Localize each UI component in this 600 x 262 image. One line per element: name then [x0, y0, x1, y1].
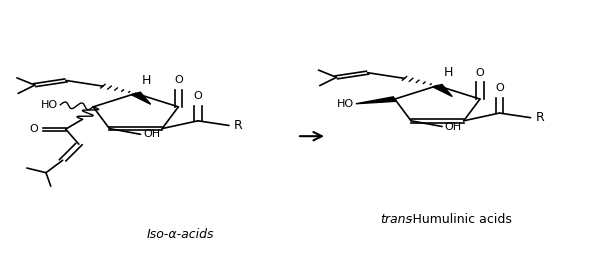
Text: HO: HO — [337, 99, 353, 109]
Text: O: O — [194, 91, 202, 101]
Text: trans: trans — [380, 213, 413, 226]
Text: O: O — [476, 68, 484, 78]
Polygon shape — [131, 92, 151, 104]
Text: OH: OH — [143, 129, 160, 139]
Text: H: H — [142, 74, 151, 87]
Text: O: O — [174, 75, 183, 85]
Text: R: R — [234, 119, 242, 132]
Text: O: O — [495, 83, 504, 93]
Polygon shape — [356, 97, 396, 104]
Text: H: H — [443, 66, 453, 79]
Text: R: R — [535, 111, 544, 124]
Text: OH: OH — [445, 122, 461, 132]
Text: HO: HO — [41, 100, 58, 110]
Polygon shape — [433, 84, 452, 96]
Text: Iso-α-acids: Iso-α-acids — [147, 228, 214, 241]
Text: O: O — [29, 124, 38, 134]
Text: -Humulinic acids: -Humulinic acids — [407, 213, 511, 226]
